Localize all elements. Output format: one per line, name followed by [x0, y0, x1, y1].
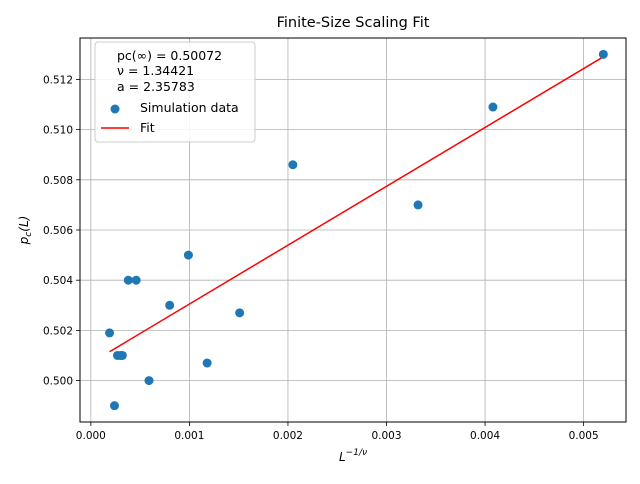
data-point: [165, 300, 175, 310]
y-tick-label: 0.500: [43, 376, 73, 388]
y-axis-label-tail: (L): [17, 216, 31, 232]
data-point: [117, 350, 127, 360]
y-tick-label: 0.506: [43, 225, 73, 237]
legend-annotation-line-3: a = 2.35783: [117, 79, 195, 94]
data-point: [131, 275, 141, 285]
x-tick-label: 0.002: [273, 430, 303, 442]
legend-label-fit: Fit: [140, 120, 155, 135]
legend-label-simulation-data: Simulation data: [140, 100, 239, 115]
y-tick-label: 0.512: [43, 74, 73, 86]
legend-scatter-marker: [110, 104, 120, 114]
data-point: [109, 401, 119, 411]
x-axis-ticks: 0.000 0.001 0.002 0.003 0.004 0.005: [76, 422, 599, 442]
y-tick-label: 0.504: [43, 275, 73, 287]
x-axis-label-exponent: −1/ν: [346, 448, 367, 458]
y-axis-label-main: p: [17, 236, 31, 245]
scatter-points: [105, 49, 608, 411]
grid-lines: [80, 38, 626, 422]
y-axis-label: pc(L): [17, 216, 34, 246]
legend-annotation-line-1: pc(∞) = 0.50072: [117, 48, 222, 63]
data-point: [288, 160, 298, 170]
x-tick-label: 0.005: [569, 430, 599, 442]
x-tick-label: 0.001: [174, 430, 204, 442]
legend: pc(∞) = 0.50072 ν = 1.34421 a = 2.35783 …: [94, 41, 256, 143]
legend-annotation-line-2: ν = 1.34421: [117, 63, 194, 78]
x-tick-label: 0.004: [470, 430, 500, 442]
x-axis-label: L−1/ν: [339, 448, 367, 464]
y-axis-label-subscript: c: [24, 232, 34, 237]
data-point: [413, 200, 423, 210]
y-axis-ticks: 0.500 0.502 0.504 0.506 0.508 0.510 0.512: [43, 74, 80, 388]
y-tick-label: 0.510: [43, 125, 73, 137]
y-tick-label: 0.508: [43, 175, 73, 187]
legend-box: [94, 41, 256, 143]
fit-line-group: [109, 56, 604, 353]
data-point: [235, 308, 245, 318]
data-point: [488, 102, 498, 112]
data-point: [105, 328, 115, 338]
fit-line: [109, 56, 604, 353]
data-point: [598, 49, 608, 59]
data-point: [202, 358, 212, 368]
chart-title: Finite-Size Scaling Fit: [277, 15, 430, 31]
data-point: [144, 376, 154, 386]
x-tick-label: 0.003: [371, 430, 401, 442]
data-point: [183, 250, 193, 260]
x-tick-label: 0.000: [76, 430, 106, 442]
y-tick-label: 0.502: [43, 325, 73, 337]
x-axis-label-base: L: [339, 450, 346, 464]
data-point: [123, 275, 133, 285]
